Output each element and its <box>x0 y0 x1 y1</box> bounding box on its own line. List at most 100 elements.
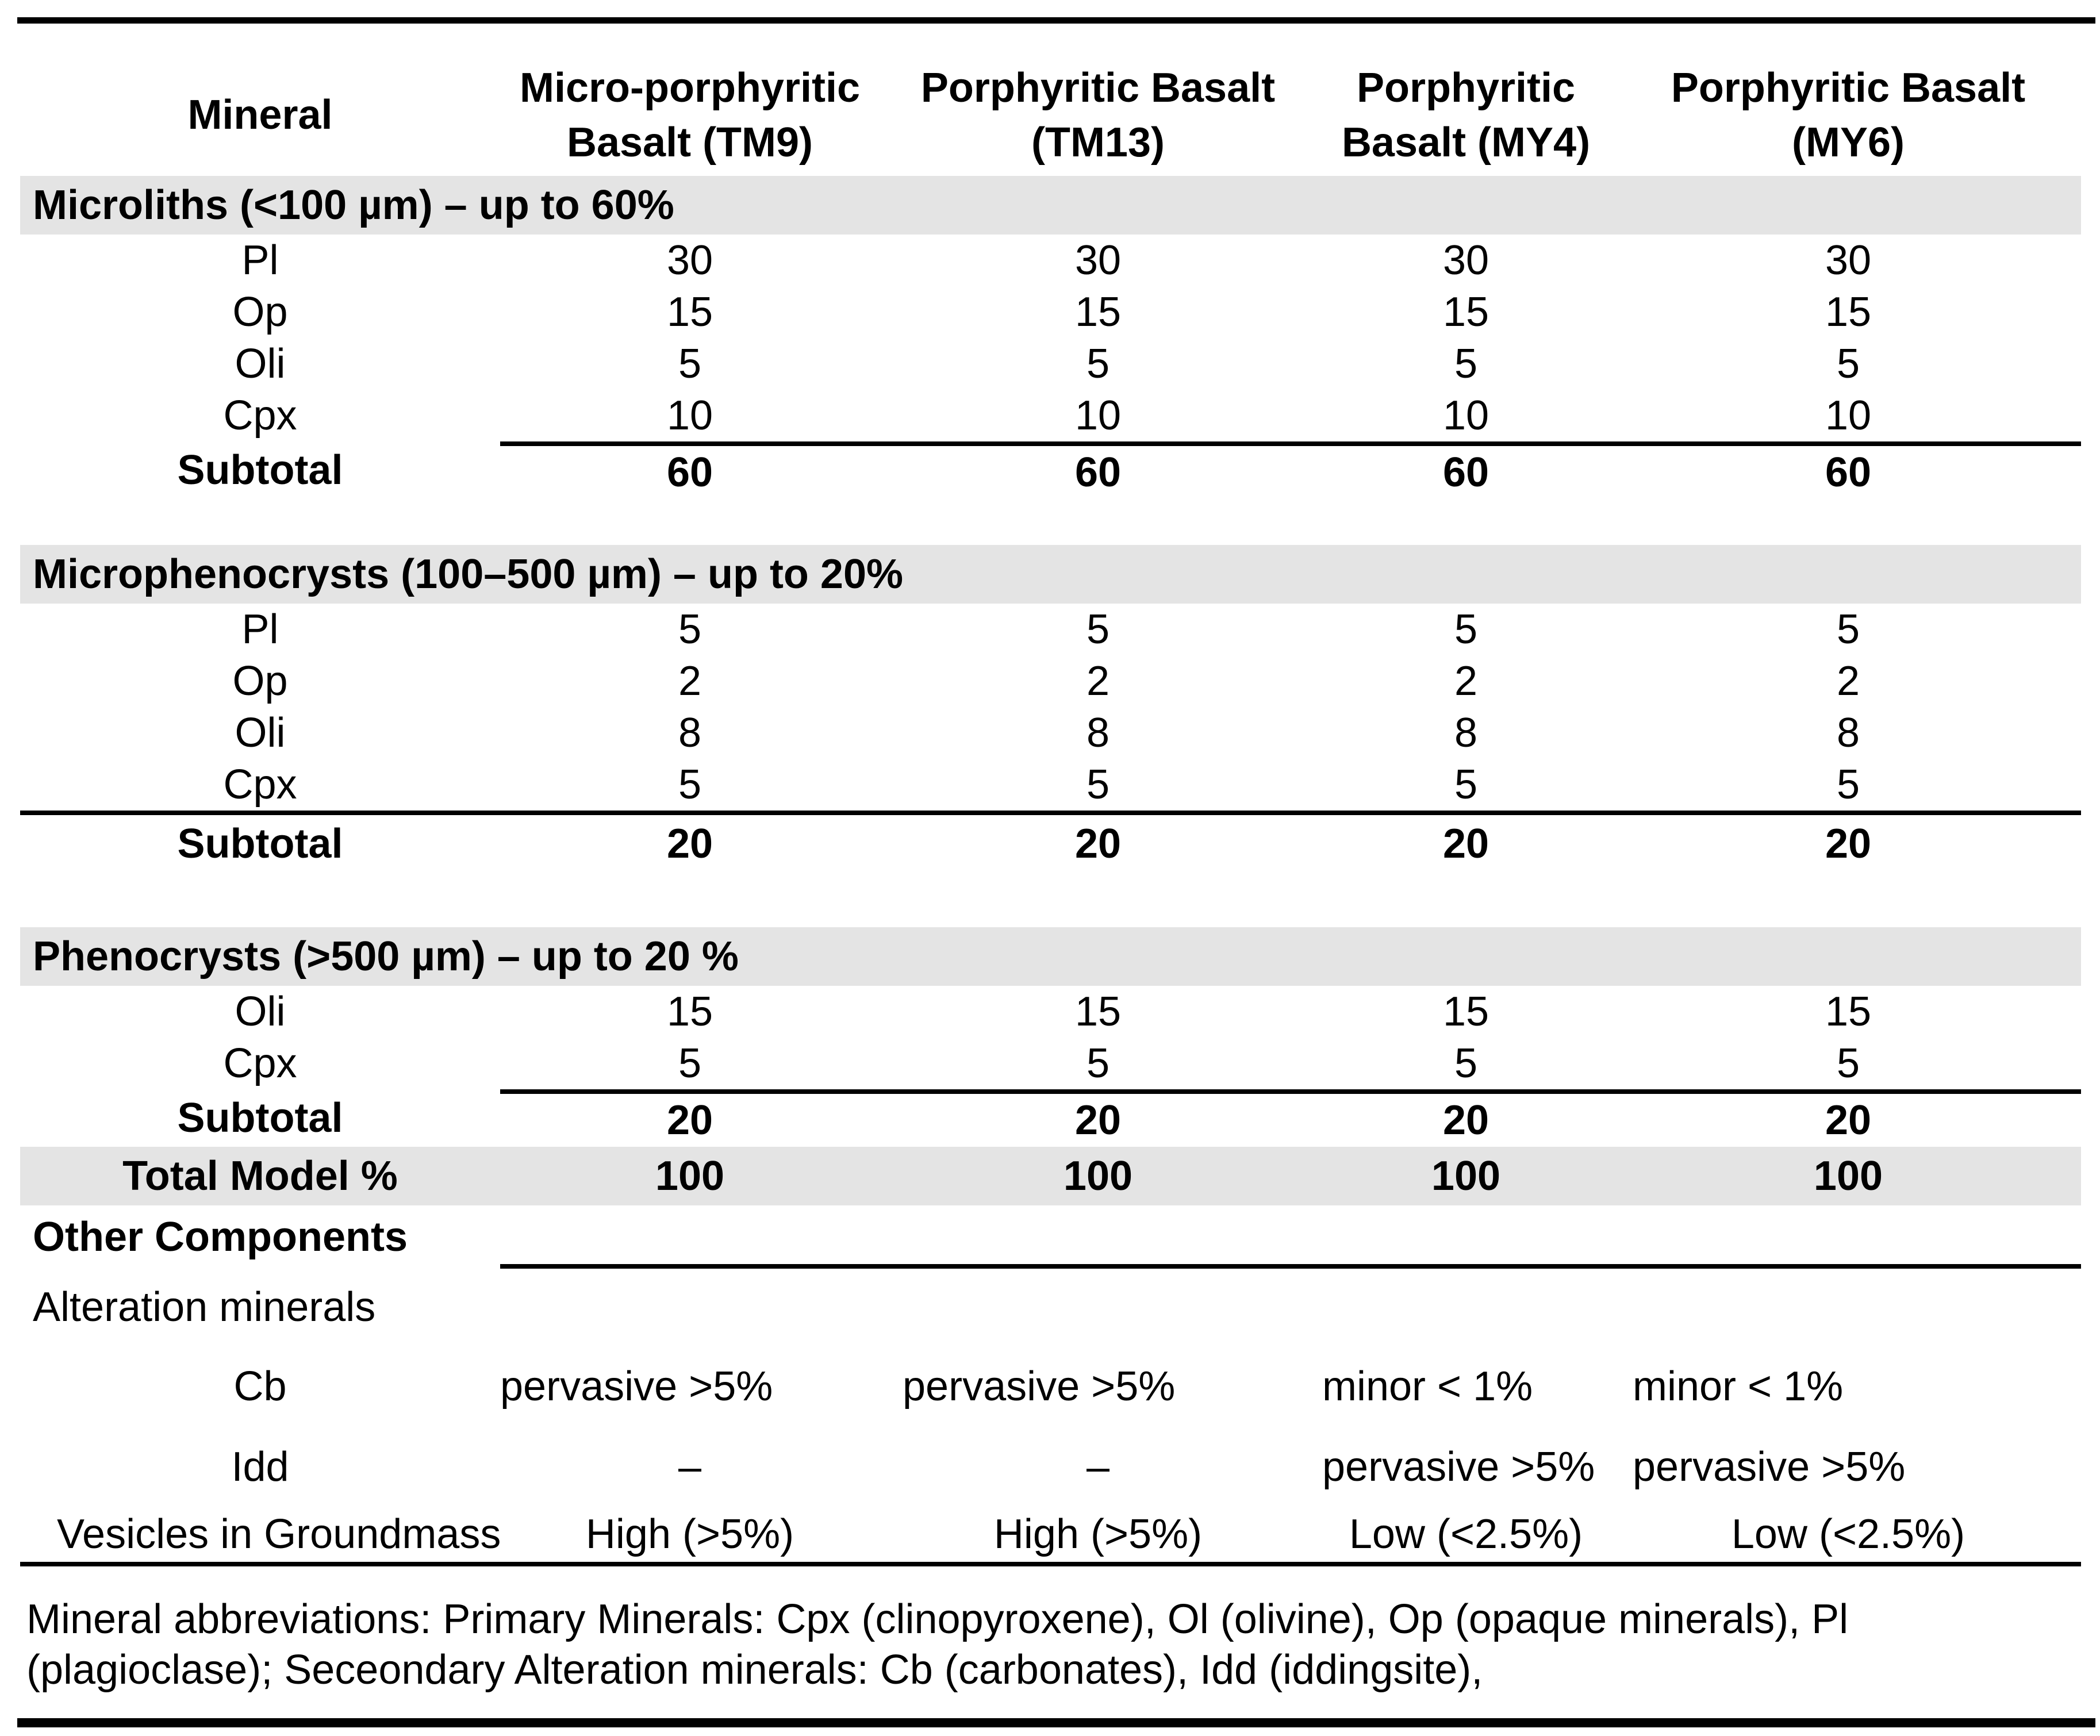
value-cell: Low (<2.5%) <box>1731 1511 1965 1558</box>
column-header-my4: Porphyritic Basalt (MY4) <box>1341 64 1591 166</box>
subtotal-value: 20 <box>666 820 713 867</box>
spacer-cell <box>1615 1269 2081 1346</box>
subtotal-value: 60 <box>880 441 1316 499</box>
column-header-my6: Porphyritic Basalt (MY6) <box>1671 64 2026 166</box>
value-cell: 15 <box>666 289 713 335</box>
value-cell: 30 <box>1074 237 1122 283</box>
spacer-cell <box>880 1269 1316 1346</box>
value-cell: 15 <box>1074 289 1122 335</box>
column-header-mineral: Mineral <box>187 92 333 139</box>
row-label: Op <box>232 289 288 335</box>
value-cell: 10 <box>1825 392 1872 439</box>
subtotal-value: 20 <box>1442 820 1489 867</box>
modal-mineralogy-table: Mineral Micro-porphyritic Basalt (TM9) P… <box>20 24 2081 1566</box>
value-cell: 8 <box>1454 709 1478 756</box>
table-row: Cpx 5 5 5 5 <box>20 759 2081 811</box>
value-cell: 5 <box>1454 340 1478 387</box>
column-header-tm13: Porphyritic Basalt (TM13) <box>920 64 1276 166</box>
row-label: Cb <box>233 1363 287 1409</box>
subtotal-value: 60 <box>1316 441 1615 499</box>
row-label: Oli <box>235 340 286 387</box>
table-footnote: Mineral abbreviations: Primary Minerals:… <box>17 1566 2090 1695</box>
table-row: Op 2 2 2 2 <box>20 655 2081 707</box>
total-label: Total Model % <box>122 1153 398 1199</box>
other-components-row: Other Components <box>20 1205 2081 1269</box>
value-cell: 5 <box>1836 606 1860 652</box>
value-cell: 2 <box>1836 658 1860 704</box>
table-row: Oli 15 15 15 15 <box>20 986 2081 1038</box>
spacer-cell <box>500 1205 880 1269</box>
row-label: Idd <box>231 1443 289 1490</box>
subtotal-value: 60 <box>500 441 880 499</box>
value-cell: 5 <box>1836 340 1860 387</box>
value-cell: 5 <box>1086 761 1110 808</box>
value-cell: 5 <box>1454 606 1478 652</box>
value-cell: 5 <box>1454 1040 1478 1086</box>
subtotal-row: Subtotal 20 20 20 20 <box>20 1089 2081 1147</box>
value-cell: – <box>678 1443 702 1490</box>
subtotal-value: 20 <box>1615 1089 2081 1147</box>
section-band-microphenocrysts: Microphenocrysts (100–500 µm) – up to 20… <box>20 545 2081 604</box>
other-components-heading: Other Components <box>33 1213 408 1260</box>
subtotal-value: 20 <box>1825 820 1872 867</box>
value-cell: pervasive >5% <box>903 1363 1176 1409</box>
table-row: Pl 30 30 30 30 <box>20 235 2081 286</box>
value-cell: 5 <box>1086 1040 1110 1086</box>
section-spacer <box>20 873 2081 927</box>
value-cell: 5 <box>1836 1040 1860 1086</box>
total-value: 100 <box>655 1153 725 1199</box>
value-cell: pervasive >5% <box>1633 1443 1906 1490</box>
alteration-minerals-row: Alteration minerals <box>20 1269 2081 1346</box>
value-cell: minor < 1% <box>1633 1363 1844 1409</box>
value-cell: 30 <box>666 237 713 283</box>
table-row: Op 15 15 15 15 <box>20 286 2081 338</box>
column-header-tm9: Micro-porphyritic Basalt (TM9) <box>519 64 861 166</box>
value-cell: 15 <box>666 988 713 1035</box>
value-cell: 15 <box>1825 289 1872 335</box>
subtotal-row: Subtotal 60 60 60 60 <box>20 441 2081 499</box>
spacer-cell <box>500 1269 880 1346</box>
total-value: 100 <box>1813 1153 1883 1199</box>
value-cell: 2 <box>1454 658 1478 704</box>
row-label: Oli <box>235 988 286 1035</box>
value-cell: 5 <box>1086 340 1110 387</box>
subtotal-row: Subtotal 20 20 20 20 <box>20 811 2081 873</box>
total-model-row: Total Model % 100 100 100 100 <box>20 1147 2081 1205</box>
value-cell: 15 <box>1825 988 1872 1035</box>
subtotal-label: Subtotal <box>177 447 343 493</box>
table-row: Oli 5 5 5 5 <box>20 338 2081 390</box>
row-label: Pl <box>241 606 279 652</box>
value-cell: 15 <box>1442 988 1489 1035</box>
value-cell: 30 <box>1825 237 1872 283</box>
value-cell: 2 <box>1086 658 1110 704</box>
spacer-cell <box>1316 1269 1615 1346</box>
value-cell: 5 <box>1836 761 1860 808</box>
section-spacer <box>20 499 2081 545</box>
value-cell: 5 <box>678 1040 702 1086</box>
value-cell: 5 <box>678 761 702 808</box>
subtotal-label: Subtotal <box>177 820 343 867</box>
footnote-line: Mineral abbreviations: Primary Minerals:… <box>26 1596 1849 1642</box>
value-cell: High (>5%) <box>585 1511 794 1558</box>
value-cell: – <box>1086 1443 1110 1490</box>
row-label: Op <box>232 658 288 704</box>
row-label: Vesicles in Groundmass <box>57 1511 501 1558</box>
value-cell: 10 <box>1074 392 1122 439</box>
vesicles-row: Vesicles in Groundmass High (>5%) High (… <box>20 1507 2081 1566</box>
value-cell: 15 <box>1074 988 1122 1035</box>
footnote-line: (plagioclase); Seceondary Alteration min… <box>26 1647 1483 1693</box>
subtotal-value: 20 <box>1074 820 1122 867</box>
table-header-row: Mineral Micro-porphyritic Basalt (TM9) P… <box>20 24 2081 176</box>
row-label: Cpx <box>223 761 297 808</box>
value-cell: minor < 1% <box>1322 1363 1533 1409</box>
value-cell: 5 <box>678 606 702 652</box>
value-cell: High (>5%) <box>993 1511 1203 1558</box>
row-label: Cpx <box>223 392 297 439</box>
value-cell: 10 <box>666 392 713 439</box>
value-cell: 2 <box>678 658 702 704</box>
section-band-microliths: Microliths (<100 µm) – up to 60% <box>20 176 2081 235</box>
total-value: 100 <box>1063 1153 1133 1199</box>
value-cell: 15 <box>1442 289 1489 335</box>
value-cell: 8 <box>1086 709 1110 756</box>
